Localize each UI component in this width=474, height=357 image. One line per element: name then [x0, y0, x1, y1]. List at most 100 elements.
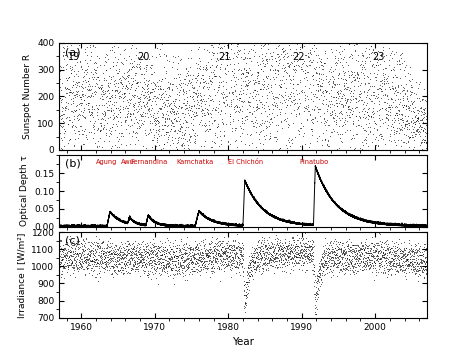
Point — [267, 246, 274, 251]
Point — [265, 249, 273, 255]
Point — [370, 243, 377, 249]
Point — [324, 25, 331, 31]
Point — [264, 265, 272, 271]
Point — [130, 120, 138, 126]
Point — [200, 79, 207, 85]
Point — [399, 88, 406, 94]
Point — [267, 19, 275, 25]
Point — [323, 147, 331, 153]
Point — [178, 246, 186, 251]
Point — [235, 76, 242, 81]
Point — [394, 147, 401, 153]
Point — [225, 139, 232, 145]
Point — [112, 80, 120, 86]
Point — [345, 246, 352, 251]
Point — [205, 84, 213, 90]
Point — [189, 245, 197, 251]
Point — [313, 296, 321, 302]
Point — [333, 103, 341, 109]
Point — [383, 266, 391, 272]
Point — [279, 246, 286, 252]
Point — [245, 109, 253, 115]
Point — [146, 120, 154, 126]
Point — [314, 278, 321, 284]
Point — [241, 315, 249, 321]
Point — [252, 124, 260, 129]
Point — [310, 82, 317, 88]
Point — [320, 263, 328, 268]
Point — [414, 110, 422, 116]
Point — [252, 245, 260, 251]
Point — [122, 258, 129, 264]
Point — [184, 72, 192, 78]
Point — [89, 71, 97, 77]
Point — [381, 258, 389, 263]
Point — [191, 113, 199, 119]
Point — [358, 59, 365, 64]
Point — [386, 245, 393, 250]
Point — [100, 269, 108, 275]
Point — [394, 117, 402, 123]
Point — [264, 46, 272, 52]
Point — [241, 292, 249, 298]
Point — [257, 86, 264, 92]
Point — [263, 249, 270, 255]
Point — [188, 261, 195, 266]
Point — [186, 245, 193, 250]
Point — [380, 265, 388, 271]
Point — [235, 254, 242, 260]
Point — [269, 258, 276, 264]
Point — [273, 238, 281, 243]
Point — [317, 256, 325, 261]
Point — [353, 114, 360, 119]
Point — [214, 250, 222, 256]
Point — [409, 248, 417, 253]
Point — [364, 262, 371, 268]
Point — [285, 42, 293, 48]
Point — [346, 259, 354, 265]
Point — [402, 256, 410, 262]
Point — [154, 252, 161, 258]
Point — [253, 249, 261, 255]
Point — [346, 258, 353, 263]
Point — [239, 56, 247, 62]
Point — [404, 105, 411, 111]
Point — [324, 262, 332, 268]
Point — [95, 102, 103, 108]
Point — [168, 120, 176, 125]
Point — [283, 60, 291, 66]
Point — [386, 86, 394, 92]
Point — [406, 251, 413, 256]
Point — [194, 267, 201, 273]
Point — [200, 46, 208, 52]
Point — [60, 255, 67, 260]
Point — [420, 111, 428, 117]
Point — [346, 110, 354, 115]
Point — [328, 258, 336, 263]
Point — [301, 248, 308, 254]
Point — [344, 243, 352, 249]
Point — [60, 265, 68, 271]
Point — [211, 92, 219, 98]
Point — [272, 262, 280, 267]
Point — [294, 57, 301, 63]
Point — [213, 25, 221, 31]
Point — [415, 116, 422, 122]
Point — [191, 255, 199, 261]
Point — [167, 247, 174, 252]
Point — [70, 257, 78, 263]
Point — [313, 288, 321, 294]
Point — [271, 248, 278, 254]
Point — [282, 67, 289, 73]
Point — [228, 147, 236, 153]
Point — [338, 250, 346, 256]
Point — [65, 243, 73, 249]
Point — [93, 272, 101, 277]
Point — [123, 253, 131, 258]
Point — [191, 255, 199, 261]
Point — [338, 124, 346, 129]
Point — [239, 71, 247, 77]
Point — [258, 99, 265, 105]
Point — [219, 255, 227, 260]
Point — [65, 253, 73, 259]
